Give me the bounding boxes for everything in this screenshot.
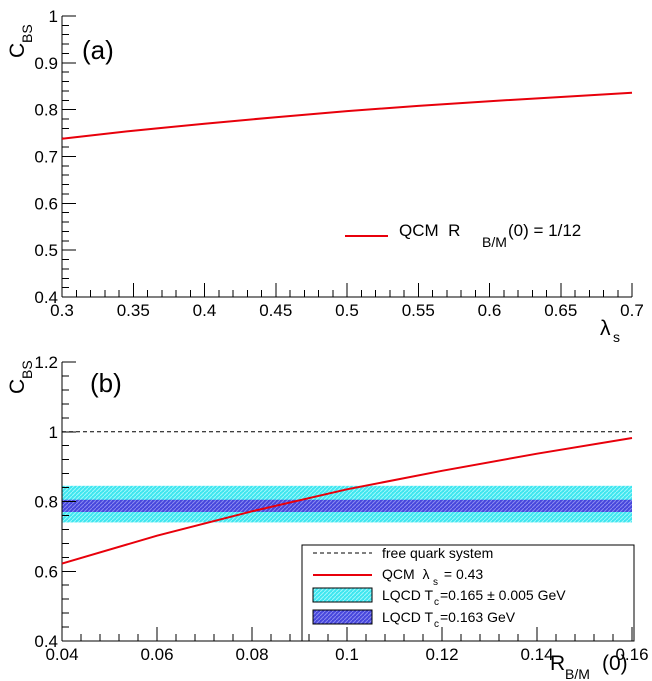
panel-b-legend-label-lqcd-line-sub: c bbox=[434, 619, 439, 630]
panel-a-y-tick-label: 0.7 bbox=[34, 148, 58, 167]
panel-a-y-tick-label: 1 bbox=[49, 7, 58, 26]
panel-a-y-tick-label: 0.5 bbox=[34, 241, 58, 260]
panel-b-legend-label-lqcd-band: LQCD T bbox=[382, 587, 434, 603]
panel-b-y-tick-label: 0.6 bbox=[34, 562, 58, 581]
panel-a-x-tick-label: 0.5 bbox=[335, 301, 359, 320]
panel-b-legend-label-lqcd-band-sub: c bbox=[434, 597, 439, 608]
panel-a-tag: (a) bbox=[82, 35, 114, 65]
panel-b-x-tick-label: 0.16 bbox=[615, 645, 648, 664]
panel-a-y-tick-label: 0.9 bbox=[34, 54, 58, 73]
panel-b-tag: (b) bbox=[90, 368, 122, 398]
panel-b-y-axis-title-main: C bbox=[6, 379, 29, 394]
panel-a-y-axis-title: C BS bbox=[6, 24, 35, 58]
panel-b-series-1-line bbox=[61, 437, 633, 565]
panel-b-x-axis-title-tail: (0) bbox=[602, 652, 628, 675]
panel-a-x-axis-title-sub: s bbox=[613, 329, 620, 345]
panel-b-legend-label-qcm-tail: = 0.43 bbox=[440, 566, 483, 582]
panel-a-x-tick-label: 0.55 bbox=[402, 301, 435, 320]
panel-b-legend-label-qcm-sub: s bbox=[433, 577, 438, 588]
panel-a-x-axis-title-main: λ bbox=[600, 317, 611, 340]
panel-a-series-0-line bbox=[61, 91, 633, 140]
panel-a-x-tick-label: 0.35 bbox=[117, 301, 150, 320]
panel-a-legend-label-qcm: QCM R bbox=[399, 221, 460, 240]
panel-b-legend-label-lqcd-line: LQCD T bbox=[382, 609, 434, 625]
panel-a-legend-label-qcm-tail: (0) = 1/12 bbox=[508, 221, 581, 240]
panel-b-y-tick-label: 0.4 bbox=[34, 632, 58, 651]
panel-a-x-tick-label: 0.45 bbox=[259, 301, 292, 320]
panel-b-y-axis-title-sub: BS bbox=[19, 360, 35, 379]
panel-b-x-tick-label: 0.06 bbox=[140, 645, 173, 664]
panel-a-x-tick-label: 0.7 bbox=[620, 301, 644, 320]
panel-a-x-axis-title: λ s bbox=[600, 317, 620, 345]
panel-b-legend-label-free-quark: free quark system bbox=[382, 545, 493, 561]
panel-b-x-axis-title: R B/M (0) bbox=[550, 652, 628, 681]
panel-a-y-tick-label: 0.6 bbox=[34, 194, 58, 213]
panel-b-x-tick-label: 0.12 bbox=[425, 645, 458, 664]
panel-b-x-axis-title-sub: B/M bbox=[565, 666, 590, 681]
panel-b-y-tick-label: 1.2 bbox=[34, 353, 58, 372]
panel-a-x-tick-label: 0.3 bbox=[50, 301, 74, 320]
panel-b-legend-swatch-lqcd-line bbox=[312, 609, 373, 625]
panel-a-y-tick-label: 0.4 bbox=[34, 288, 58, 307]
panel-a-x-tick-label: 0.65 bbox=[544, 301, 577, 320]
panel-b-x-tick-label: 0.14 bbox=[520, 645, 553, 664]
panel-b-legend: free quark system QCM λ s = 0.43 LQCD T … bbox=[301, 544, 635, 642]
panel-a-legend-label-qcm-sub: B/M bbox=[482, 234, 507, 250]
panel-b: (b) C BS R B/M (0) free quark system QCM… bbox=[6, 353, 649, 681]
panel-a-x-tick-label: 0.4 bbox=[193, 301, 217, 320]
panel-a-legend: QCM R B/M (0) = 1/12 bbox=[345, 221, 581, 250]
panel-b-legend-swatch-lqcd-band bbox=[312, 587, 373, 603]
panel-a-y-tick-label: 0.8 bbox=[34, 101, 58, 120]
panel-b-x-tick-label: 0.04 bbox=[45, 645, 78, 664]
panel-b-x-axis-title-main: R bbox=[550, 652, 565, 675]
panel-b-y-axis-title: C BS bbox=[6, 360, 35, 394]
panel-a: (a) C BS λ s QCM R B/M (0) = 1/12 0.4 0.5… bbox=[6, 7, 644, 345]
panel-b-y-tick-label: 0.8 bbox=[34, 493, 58, 512]
panel-a-x-tick-label: 0.6 bbox=[478, 301, 502, 320]
panel-a-y-axis-title-main: C bbox=[6, 43, 29, 58]
panel-a-y-axis-title-sub: BS bbox=[19, 24, 35, 43]
panel-b-legend-label-lqcd-band-tail: =0.165 ± 0.005 GeV bbox=[440, 587, 566, 603]
panel-b-band-1 bbox=[62, 499, 632, 512]
panel-b-x-tick-label: 0.08 bbox=[235, 645, 268, 664]
panel-b-legend-label-lqcd-line-tail: =0.163 GeV bbox=[440, 609, 516, 625]
panel-b-x-tick-label: 0.1 bbox=[335, 645, 359, 664]
panel-b-y-tick-label: 1 bbox=[49, 423, 58, 442]
panel-b-legend-label-qcm: QCM λ bbox=[382, 566, 429, 582]
